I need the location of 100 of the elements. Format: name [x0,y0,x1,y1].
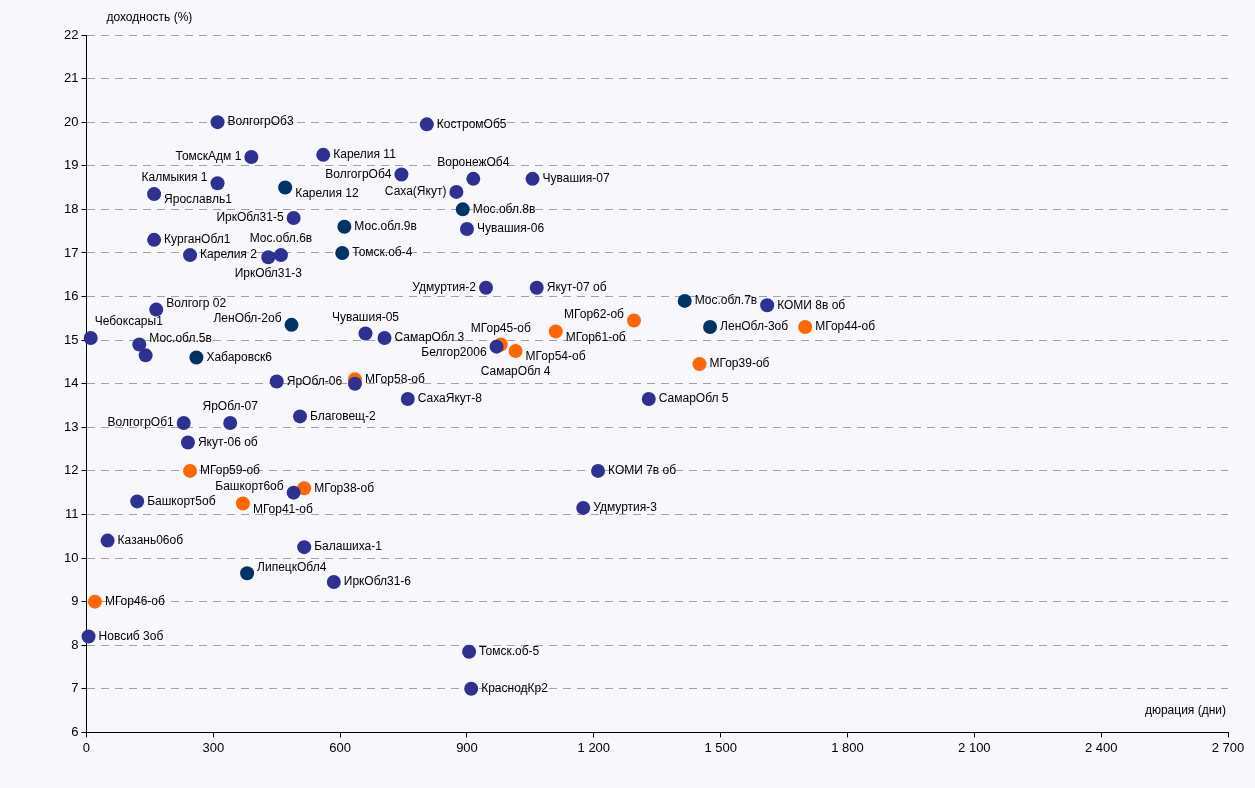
y-tick-label: 12 [63,462,79,478]
annotation: Мос.обл.9в [354,219,417,234]
annotation: Белгор2006 [421,344,487,359]
point [576,500,591,515]
point [273,248,288,263]
y-tick-label: 8 [71,636,79,652]
point [464,681,479,696]
annotation: Мос.обл.8в [472,201,536,216]
point [525,171,540,186]
annotation: Удмуртия-2 [412,280,477,295]
point [132,337,147,352]
annotation: Волгогр 02 [166,295,227,310]
point [347,376,362,391]
point [147,232,162,247]
annotation: СамарОбл 3 [394,330,465,345]
annotation: Удмуртия-3 [593,500,658,515]
annotation: ВолгогрОб4 [325,166,392,181]
annotation: КостромОб5 [436,116,507,131]
point [286,211,301,226]
annotation: КраснодКр2 [481,681,549,696]
annotation: Карелия 12 [295,185,359,200]
x-tick-label: 300 [202,739,225,755]
point [335,245,350,260]
point [508,344,523,359]
annotation: Хабаровск6 [206,349,273,364]
point [529,280,544,295]
point [244,150,259,165]
point [278,180,293,195]
annotation: МГор39-об [709,356,770,371]
annotation: ЯрОбл-06 [286,373,343,388]
point [692,357,707,372]
annotation: ИркОбл31-6 [343,574,412,589]
annotation: Томск.об-4 [352,245,413,260]
annotation: Ярославль1 [164,192,233,207]
point [641,391,656,406]
point [180,435,195,450]
point [419,117,434,132]
x-tick-label: 1 800 [831,739,864,755]
annotation: ВоронежОб4 [437,155,510,170]
annotation: Мос.обл.5в [149,330,212,345]
annotation: ЛипецкОбл4 [257,559,327,574]
annotation: ВолгогрОб1 [107,415,175,430]
y-tick-label: 14 [63,375,79,391]
point [548,324,563,339]
annotation: Казань06об [117,532,184,547]
point [479,280,493,295]
point [466,171,481,186]
point [189,350,204,365]
x-tick-label: 1 500 [704,739,737,755]
annotation: ЛенОбл-2об [213,311,282,326]
y-tick-label: 7 [71,680,79,696]
annotation: МГор61-об [565,329,626,344]
annotation: Балашиха-1 [314,539,383,554]
annotation: КОМИ 7в об [608,463,677,478]
annotation: Благовещ-2 [309,408,376,423]
point [297,481,312,496]
point [223,415,238,430]
point [292,409,307,424]
point [183,463,198,478]
point [798,320,813,335]
annotation: МГор46-об [104,593,165,608]
y-tick-label: 20 [63,113,79,129]
annotation: Якут-06 об [197,434,258,449]
annotation: МГор54-об [525,349,586,364]
y-tick-label: 10 [63,549,79,565]
annotation: ЛенОбл-3об [720,319,789,334]
y-tick-label: 15 [63,331,79,347]
annotation: СамарОбл 4 [480,364,551,379]
point [462,644,477,659]
point [489,339,504,354]
annotation: Якут-07 об [546,280,607,295]
annotation: Мос.обл.7в [694,293,758,308]
annotation: КОМИ 8в об [777,297,846,312]
point [760,298,775,313]
y-tick-label: 6 [71,723,79,739]
point [210,115,225,130]
annotation: Карелия 11 [333,147,397,162]
point [261,250,276,265]
annotation: Чувашия-07 [542,171,610,186]
point [130,494,145,509]
point [377,330,392,345]
annotation: Чувашия-06 [476,221,545,236]
y-tick-label: 16 [63,288,79,304]
annotation: МГор58-об [364,371,425,386]
annotation: МГор38-об [314,480,375,495]
y-tick-label: 11 [64,506,79,522]
annotation: Карелия 2 [200,247,258,262]
y-axis-title: доходность (%) [106,10,193,25]
point [591,463,606,478]
annotation: ИркОбл31-3 [234,265,303,280]
annotation: ЯрОбл-07 [202,399,259,414]
annotation: Мос.обл.6в [249,231,313,246]
point [394,167,409,182]
annotation: СамарОбл 5 [658,391,729,406]
point [100,533,115,548]
point [358,326,373,341]
annotation: Башкорт6об [215,478,284,493]
annotation: МГор59-об [200,463,261,478]
x-tick-label: 2 700 [1211,739,1245,755]
point [459,221,474,236]
